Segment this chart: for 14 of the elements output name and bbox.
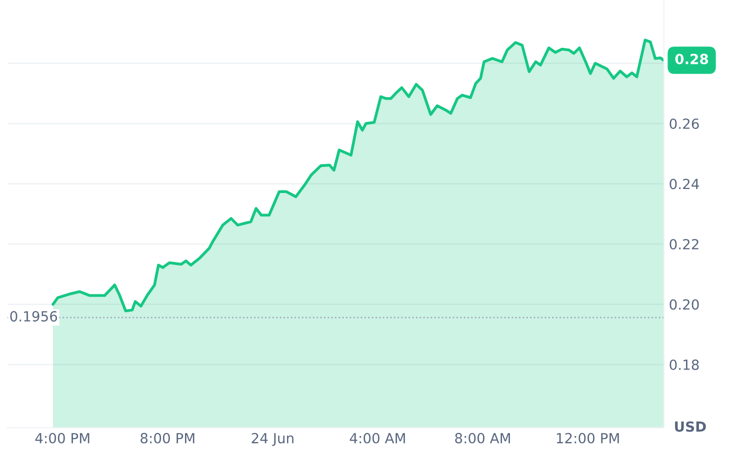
x-tick-label: 24 Jun	[252, 432, 294, 446]
y-tick-label: 0.24	[670, 178, 699, 190]
x-tick-label: 8:00 PM	[140, 432, 194, 444]
y-tick-label: 0.18	[670, 360, 699, 370]
y-tick-label: 0.20	[670, 299, 699, 310]
ref-line-label: 0.1956	[10, 311, 58, 322]
annotation: 0.28	[675, 54, 708, 64]
y-tick-label: 0.22	[670, 238, 698, 250]
x-tick-label: 8:00 AM	[455, 432, 510, 444]
y-tick-label: 0.26	[670, 118, 699, 129]
x-tick-label: 4:00 AM	[350, 432, 405, 444]
y-axis-title: USD	[675, 421, 706, 432]
x-tick-label: 12:00 PM	[556, 432, 619, 444]
x-tick-label: 4:00 PM	[35, 432, 90, 444]
